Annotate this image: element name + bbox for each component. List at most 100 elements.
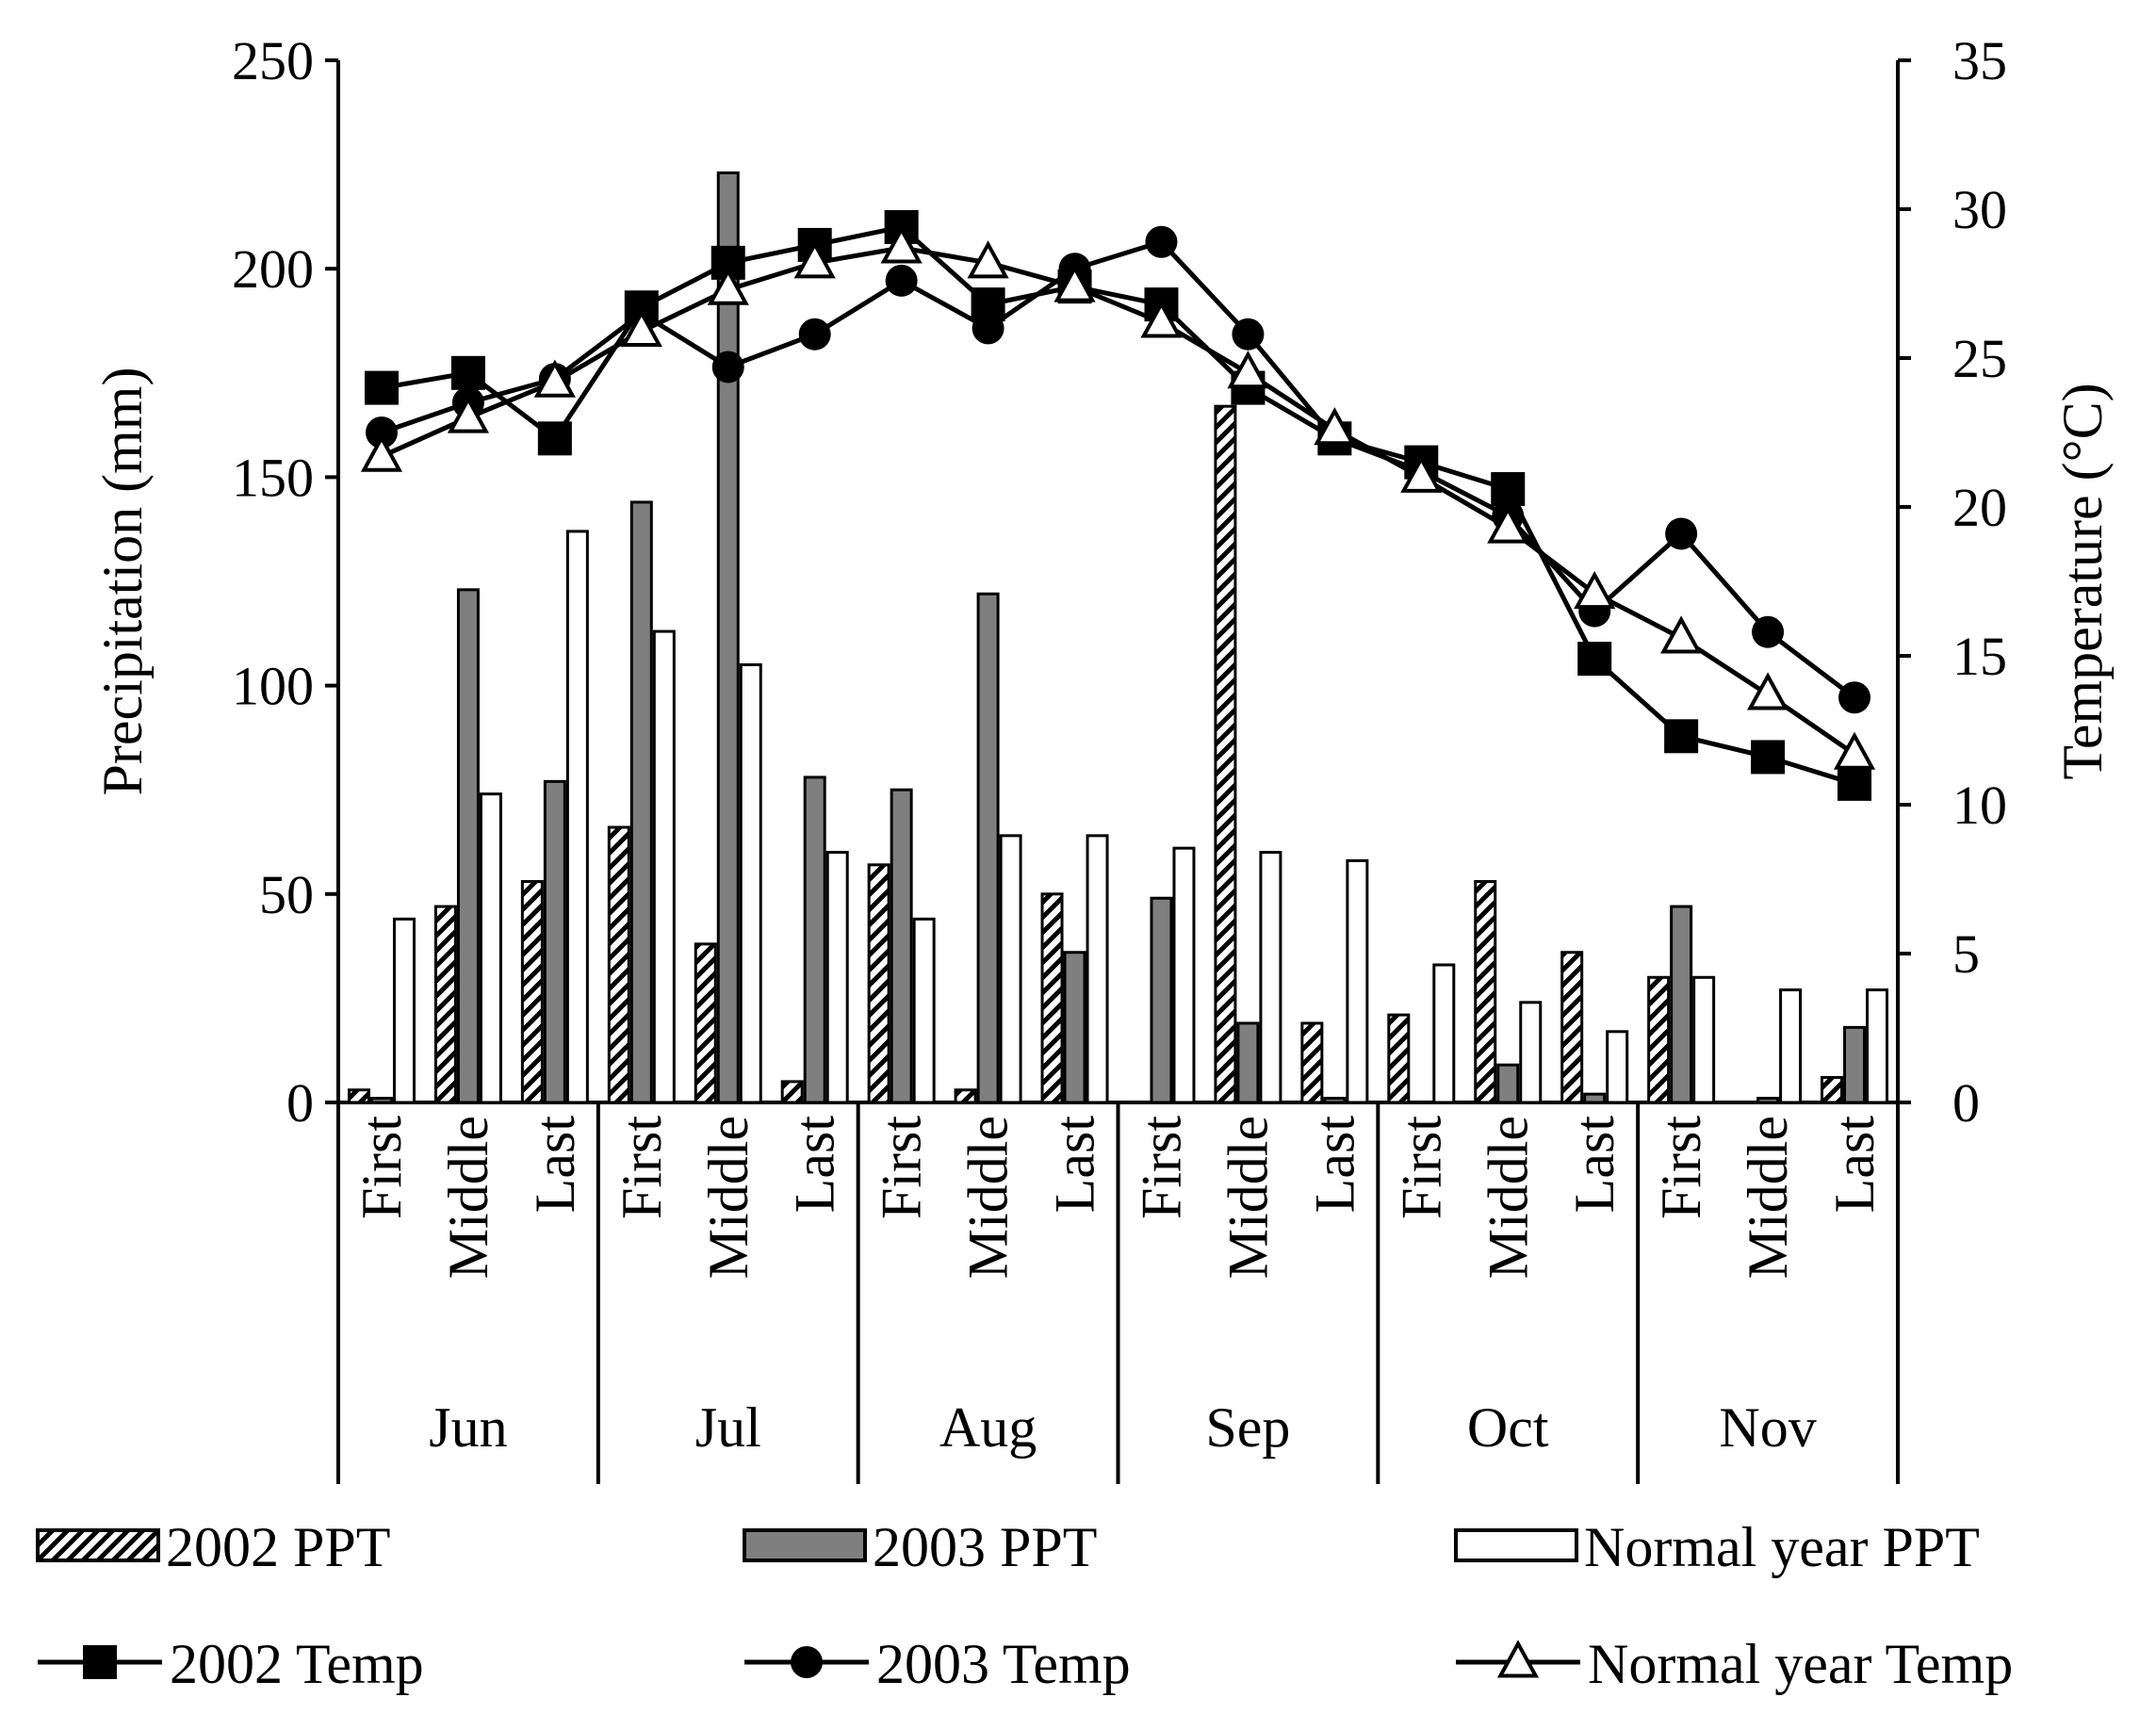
point-normal-year-temp <box>967 240 1009 279</box>
bar-2002-ppt <box>867 863 890 1104</box>
point-2003-temp <box>1665 517 1698 550</box>
bar-normal-year-ppt <box>825 851 849 1104</box>
bar-2002-ppt <box>1560 951 1584 1104</box>
bar-2002-ppt <box>520 880 544 1104</box>
right-tick-label: 15 <box>1952 626 2007 687</box>
bar-normal-year-ppt <box>1519 1001 1543 1104</box>
period-label: Last <box>784 1116 846 1214</box>
bar-2002-ppt <box>1214 404 1237 1104</box>
right-tick-label: 25 <box>1952 328 2007 389</box>
legend-marker-2002-temp <box>83 1645 117 1679</box>
legend-label: 2003 PPT <box>873 1516 1097 1578</box>
point-normal-year-temp <box>1747 672 1789 710</box>
period-label: First <box>871 1116 933 1219</box>
bar-normal-year-ppt <box>392 917 416 1104</box>
legend-label: Normal year Temp <box>1588 1633 2013 1695</box>
point-2003-temp <box>1232 318 1265 351</box>
bar-2003-ppt <box>369 1097 393 1104</box>
bar-2003-ppt <box>1323 1097 1347 1104</box>
legend-swatch-2002-ppt <box>36 1528 160 1562</box>
month-label: Sep <box>1205 1396 1290 1459</box>
left-tick-label: 100 <box>232 656 314 717</box>
bar-2002-ppt <box>347 1088 370 1104</box>
point-2002-temp <box>1664 719 1699 754</box>
bar-normal-year-ppt <box>999 834 1022 1104</box>
month-label: Jul <box>695 1396 761 1459</box>
period-label: Last <box>1823 1116 1886 1214</box>
line-2002-temp <box>381 224 1855 787</box>
point-2003-temp <box>972 312 1004 345</box>
right-tick-label: 5 <box>1952 923 1980 985</box>
point-2003-temp <box>365 416 398 449</box>
bar-2002-ppt <box>433 905 457 1104</box>
point-normal-year-temp <box>533 359 576 398</box>
bar-2003-ppt <box>543 779 566 1104</box>
point-normal-year-temp <box>880 225 923 264</box>
bar-normal-year-ppt <box>1086 834 1109 1104</box>
legend-label: 2002 PPT <box>166 1516 390 1578</box>
bar-2003-ppt <box>1496 1063 1520 1104</box>
point-normal-year-temp <box>1227 351 1269 389</box>
point-normal-year-temp <box>1833 731 1876 770</box>
right-tick-label: 35 <box>1952 30 2007 91</box>
month-label: Aug <box>939 1396 1037 1459</box>
bar-2003-ppt <box>890 788 913 1104</box>
bar-normal-year-ppt <box>1606 1030 1629 1104</box>
point-normal-year-temp <box>360 433 403 472</box>
point-normal-year-temp <box>1487 505 1529 544</box>
bar-2002-ppt <box>607 825 630 1104</box>
legend-marker-normal-year-temp <box>1496 1640 1540 1678</box>
point-2003-temp <box>1145 225 1178 258</box>
line-2003-temp <box>381 238 1856 700</box>
bar-2003-ppt <box>1843 1025 1867 1104</box>
point-2003-temp <box>798 318 831 351</box>
bar-2003-ppt <box>629 500 653 1104</box>
right-tick-label: 0 <box>1952 1072 1980 1134</box>
point-2003-temp <box>1752 615 1785 648</box>
bar-2003-ppt <box>1236 1021 1260 1104</box>
left-tick-label: 0 <box>286 1072 314 1134</box>
legend-label: Normal year PPT <box>1584 1516 1980 1578</box>
right-axis-title: Temperature (°C) <box>2051 383 2114 779</box>
bar-2003-ppt <box>1063 951 1086 1104</box>
period-label: Last <box>1563 1116 1625 1214</box>
bar-2003-ppt <box>1583 1092 1607 1104</box>
month-label: Oct <box>1467 1396 1549 1459</box>
point-2002-temp <box>1751 740 1786 775</box>
bar-2002-ppt <box>780 1080 804 1104</box>
bar-normal-year-ppt <box>652 629 676 1104</box>
month-label: Jun <box>429 1396 507 1459</box>
period-label: Middle <box>1477 1116 1539 1279</box>
bar-2003-ppt <box>1150 896 1173 1104</box>
bar-normal-year-ppt <box>1692 975 1716 1104</box>
right-tick-label: 30 <box>1952 179 2007 240</box>
point-2002-temp <box>1577 642 1612 677</box>
period-label: Middle <box>697 1116 760 1279</box>
period-label: Last <box>524 1116 586 1214</box>
bar-normal-year-ppt <box>912 917 936 1104</box>
bar-normal-year-ppt <box>1259 851 1282 1104</box>
point-2002-temp <box>1491 472 1526 507</box>
point-normal-year-temp <box>1400 454 1443 493</box>
period-label: Last <box>1044 1116 1106 1214</box>
point-normal-year-temp <box>793 240 836 279</box>
point-2003-temp <box>1838 681 1871 714</box>
bar-2003-ppt <box>716 171 740 1104</box>
period-label: Middle <box>1217 1116 1279 1279</box>
point-2002-temp <box>450 355 485 390</box>
period-label: First <box>351 1116 413 1219</box>
left-tick-label: 250 <box>232 30 314 91</box>
bar-2002-ppt <box>1387 1013 1411 1104</box>
legend-label: 2002 Temp <box>170 1633 424 1695</box>
bar-normal-year-ppt <box>1432 963 1456 1104</box>
bar-normal-year-ppt <box>1779 988 1803 1104</box>
legend-marker-2003-temp <box>791 1646 823 1678</box>
month-label: Nov <box>1719 1396 1816 1459</box>
right-tick-label: 20 <box>1952 477 2007 538</box>
bar-normal-year-ppt <box>739 662 762 1104</box>
period-label: Middle <box>957 1116 1020 1279</box>
left-tick-label: 200 <box>232 238 314 300</box>
point-normal-year-temp <box>1574 570 1616 610</box>
point-normal-year-temp <box>1054 264 1096 302</box>
bar-normal-year-ppt <box>1866 988 1889 1104</box>
